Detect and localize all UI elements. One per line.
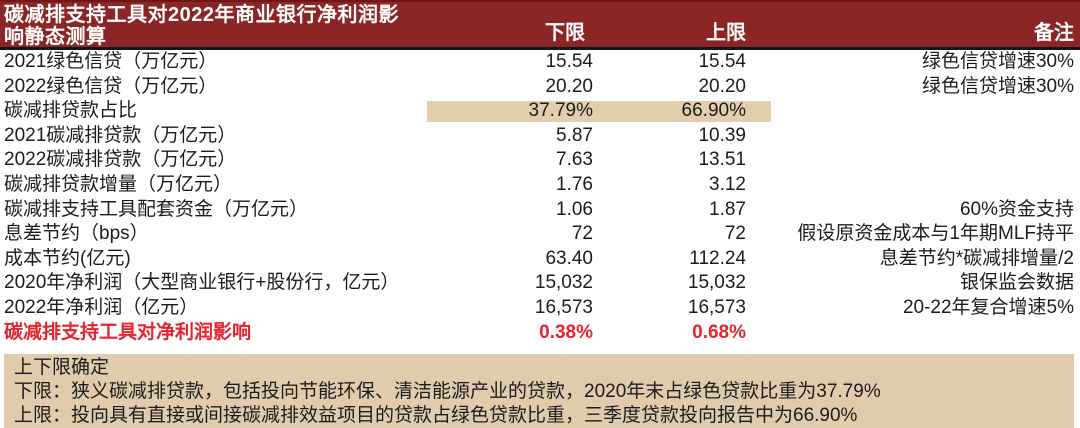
footnote-panel: 上下限确定 下限：狭义碳减排贷款，包括投向节能环保、清洁能源产业的贷款，2020…: [4, 354, 1074, 428]
row-note: 绿色信贷增速30%: [921, 75, 1074, 97]
row-lower: 15.54: [545, 51, 593, 72]
column-header-upper: 上限: [706, 22, 746, 44]
row-lower: 16,573: [534, 296, 593, 318]
row-lower: 37.79%: [528, 100, 593, 122]
table-title-line-1: 碳减排支持工具对2022年商业银行净利润影: [4, 4, 399, 26]
row-lower: 72: [571, 223, 593, 245]
row-note: 绿色信贷增速30%: [921, 51, 1074, 72]
row-label: 成本节约(亿元): [4, 247, 131, 269]
row-label: 2022年净利润（亿元）: [4, 296, 199, 318]
table-row: 2020年净利润（大型商业银行+股份行，亿元） 15,032 15,032 银保…: [0, 271, 1080, 296]
row-upper: 10.39: [698, 124, 746, 146]
row-lower: 1.76: [556, 173, 593, 195]
table-row: 成本节约(亿元) 63.40 112.24 息差节约*碳减排增量/2: [0, 247, 1080, 272]
row-upper: 1.87: [709, 198, 746, 220]
row-label: 碳减排支持工具对净利润影响: [4, 321, 252, 343]
row-lower: 20.20: [545, 75, 593, 97]
row-note: 20-22年复合增速5%: [902, 296, 1074, 318]
table-row: 2021碳减排贷款（万亿元） 5.87 10.39: [0, 124, 1080, 149]
row-label: 2020年净利润（大型商业银行+股份行，亿元）: [4, 272, 400, 294]
row-lower: 63.40: [545, 247, 593, 269]
footnote-line-lower: 下限：狭义碳减排贷款，包括投向节能环保、清洁能源产业的贷款，2020年末占绿色贷…: [14, 381, 881, 403]
table-row: 碳减排支持工具对净利润影响 0.38% 0.68%: [0, 321, 1080, 346]
footnote-line-upper: 上限：投向具有直接或间接碳减排效益项目的贷款占绿色贷款比重，三季度贷款投向报告中…: [14, 405, 858, 427]
report-table: 碳减排支持工具对2022年商业银行净利润影 响静态测算 下限 上限 备注 202…: [0, 0, 1080, 345]
row-note: [748, 321, 1080, 346]
table-title: 碳减排支持工具对2022年商业银行净利润影 响静态测算: [0, 2, 430, 48]
row-lower: 1.06: [556, 198, 593, 220]
row-note: [748, 124, 1080, 149]
table-row: 2022绿色信贷（万亿元） 20.20 20.20 绿色信贷增速30%: [0, 75, 1080, 100]
row-note: 息差节约*碳减排增量/2: [879, 247, 1074, 269]
row-upper: 15.54: [698, 51, 746, 72]
row-note: 假设原资金成本与1年期MLF持平: [797, 223, 1074, 245]
row-lower: 15,032: [534, 272, 593, 294]
footnote-heading: 上下限确定: [14, 357, 110, 379]
table-row: 碳减排贷款增量（万亿元） 1.76 3.12: [0, 173, 1080, 198]
row-label: 息差节约（bps）: [4, 223, 149, 245]
table-row: 碳减排贷款占比 37.79% 66.90%: [0, 99, 1080, 124]
row-label: 碳减排支持工具配套资金（万亿元）: [4, 198, 309, 220]
row-label: 2022绿色信贷（万亿元）: [4, 75, 218, 97]
row-upper: 15,032: [687, 272, 746, 294]
row-label: 2021绿色信贷（万亿元）: [4, 51, 218, 72]
row-note: 60%资金支持: [959, 198, 1074, 220]
table-row: 2022碳减排贷款（万亿元） 7.63 13.51: [0, 148, 1080, 173]
row-label: 碳减排贷款占比: [4, 100, 138, 122]
row-upper: 112.24: [689, 247, 746, 269]
row-upper: 3.12: [709, 173, 746, 195]
row-upper: 20.20: [698, 75, 746, 97]
table-header: 碳减排支持工具对2022年商业银行净利润影 响静态测算 下限 上限 备注: [0, 0, 1080, 50]
table-title-line-2: 响静态测算: [4, 26, 107, 48]
row-label: 2021碳减排贷款（万亿元）: [4, 124, 237, 146]
row-lower: 5.87: [556, 124, 593, 146]
table-row: 息差节约（bps） 72 72 假设原资金成本与1年期MLF持平: [0, 222, 1080, 247]
row-lower: 7.63: [556, 149, 593, 171]
column-header-note: 备注: [1034, 22, 1074, 44]
row-label: 2022碳减排贷款（万亿元）: [4, 149, 237, 171]
row-label: 碳减排贷款增量（万亿元）: [4, 173, 233, 195]
table-row: 碳减排支持工具配套资金（万亿元） 1.06 1.87 60%资金支持: [0, 198, 1080, 223]
column-header-lower: 下限: [545, 22, 585, 44]
row-upper: 72: [724, 223, 746, 245]
row-note: [748, 173, 1080, 198]
row-note: [748, 99, 1080, 124]
table-body: 2021绿色信贷（万亿元） 15.54 15.54 绿色信贷增速30% 2022…: [0, 50, 1080, 345]
table-row: 2022年净利润（亿元） 16,573 16,573 20-22年复合增速5%: [0, 296, 1080, 321]
row-lower: 0.38%: [539, 321, 593, 343]
row-note: 银保监会数据: [959, 272, 1074, 294]
row-upper: 0.68%: [692, 321, 746, 343]
highlight-band: [427, 100, 771, 123]
table-row: 2021绿色信贷（万亿元） 15.54 15.54 绿色信贷增速30%: [0, 50, 1080, 75]
row-upper: 13.51: [698, 149, 746, 171]
row-upper: 66.90%: [681, 100, 746, 122]
row-note: [748, 148, 1080, 173]
row-upper: 16,573: [687, 296, 746, 318]
